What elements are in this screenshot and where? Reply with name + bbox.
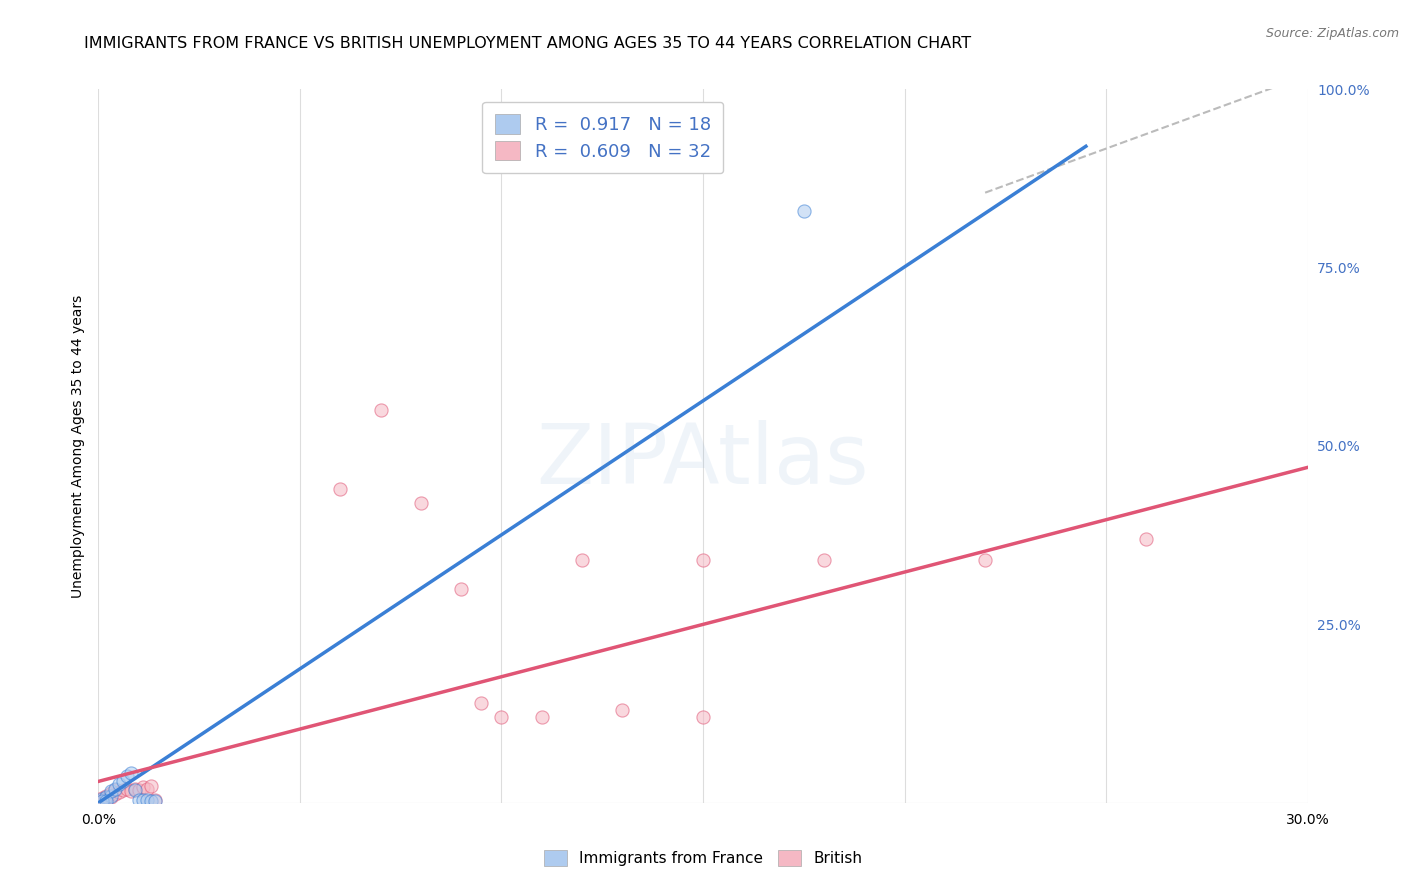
- Point: [96, 789, 118, 803]
- Point: [612, 703, 634, 717]
- Point: [132, 793, 155, 807]
- Point: [111, 774, 134, 789]
- Point: [103, 787, 125, 801]
- Point: [100, 790, 122, 805]
- Point: [135, 793, 157, 807]
- Point: [692, 553, 714, 567]
- Point: [143, 794, 166, 808]
- Point: [132, 780, 155, 794]
- Point: [692, 710, 714, 724]
- Point: [124, 781, 146, 796]
- Point: [120, 765, 142, 780]
- Point: [115, 781, 138, 796]
- Point: [120, 784, 142, 798]
- Point: [107, 785, 129, 799]
- Point: [96, 790, 118, 805]
- Point: [813, 553, 835, 567]
- Point: [491, 710, 513, 724]
- Point: [139, 794, 162, 808]
- Point: [96, 794, 118, 808]
- Point: [107, 777, 129, 791]
- Y-axis label: Unemployment Among Ages 35 to 44 years: Unemployment Among Ages 35 to 44 years: [70, 294, 84, 598]
- Legend: R =  0.917   N = 18, R =  0.609   N = 32: R = 0.917 N = 18, R = 0.609 N = 32: [482, 102, 724, 173]
- Point: [370, 403, 392, 417]
- Text: ZIPAtlas: ZIPAtlas: [537, 420, 869, 500]
- Point: [793, 203, 815, 218]
- Legend: Immigrants from France, British: Immigrants from France, British: [534, 840, 872, 875]
- Point: [329, 482, 352, 496]
- Point: [128, 783, 150, 797]
- Point: [91, 794, 114, 808]
- Text: IMMIGRANTS FROM FRANCE VS BRITISH UNEMPLOYMENT AMONG AGES 35 TO 44 YEARS CORRELA: IMMIGRANTS FROM FRANCE VS BRITISH UNEMPL…: [84, 36, 972, 51]
- Point: [91, 794, 114, 808]
- Point: [135, 781, 157, 796]
- Point: [124, 783, 146, 797]
- Point: [128, 793, 150, 807]
- Text: Source: ZipAtlas.com: Source: ZipAtlas.com: [1265, 27, 1399, 40]
- Point: [1135, 532, 1157, 546]
- Point: [143, 793, 166, 807]
- Point: [96, 792, 118, 806]
- Point: [974, 553, 997, 567]
- Point: [103, 781, 125, 796]
- Point: [139, 780, 162, 794]
- Point: [115, 769, 138, 783]
- Point: [571, 553, 593, 567]
- Point: [470, 696, 492, 710]
- Point: [100, 784, 122, 798]
- Point: [100, 786, 122, 800]
- Point: [409, 496, 432, 510]
- Point: [91, 790, 114, 805]
- Point: [91, 792, 114, 806]
- Point: [530, 710, 553, 724]
- Point: [103, 783, 125, 797]
- Point: [100, 789, 122, 803]
- Point: [111, 783, 134, 797]
- Point: [450, 582, 472, 596]
